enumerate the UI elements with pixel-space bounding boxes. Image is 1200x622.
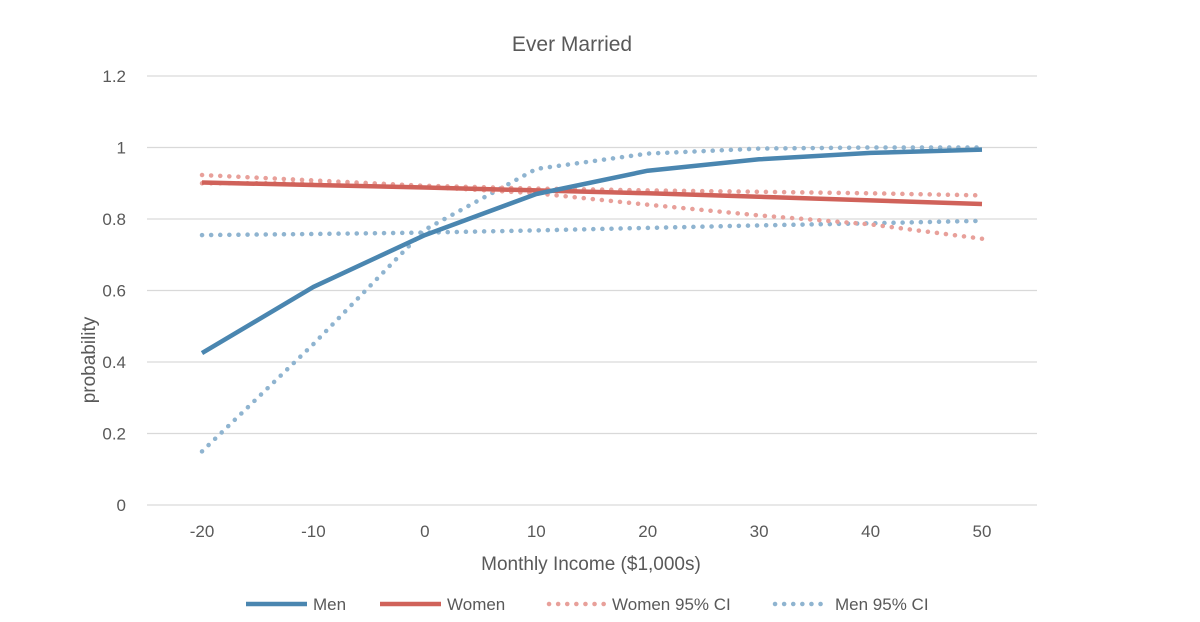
y-tick-label: 0.8 (102, 210, 126, 229)
x-tick-label: -10 (301, 522, 326, 541)
men-95-ci-upper-line (199, 145, 985, 454)
legend-label: Men 95% CI (835, 595, 929, 614)
x-axis-ticks: -20 -10 0 10 20 30 40 50 (190, 522, 992, 541)
y-tick-label: 0.4 (102, 353, 126, 372)
women-95-ci-upper-line (199, 172, 985, 198)
x-tick-label: 30 (750, 522, 769, 541)
gridlines (147, 75, 1037, 506)
legend-label: Women 95% CI (612, 595, 731, 614)
women-95-ci-lower-line (199, 181, 985, 241)
legend-label: Women (447, 595, 505, 614)
y-tick-label: 1.2 (102, 67, 126, 86)
y-tick-label: 0.2 (102, 425, 126, 444)
x-axis-label: Monthly Income ($1,000s) (481, 554, 701, 575)
legend-label: Men (313, 595, 346, 614)
x-tick-label: 20 (638, 522, 657, 541)
x-tick-label: 40 (861, 522, 880, 541)
y-tick-label: 0 (117, 496, 126, 515)
y-tick-label: 0.6 (102, 282, 126, 301)
x-tick-label: 10 (527, 522, 546, 541)
men-95-ci-lower-line (199, 218, 985, 238)
plot-series (199, 145, 985, 454)
chart-title: Ever Married (512, 33, 632, 56)
y-axis-ticks: 0 0.2 0.4 0.6 0.8 1 1.2 (102, 67, 126, 515)
y-tick-label: 1 (117, 139, 126, 158)
x-tick-label: 0 (420, 522, 429, 541)
women-series-line (201, 180, 983, 207)
y-axis-label: probability (79, 316, 100, 403)
men-series-line (200, 147, 983, 356)
legend: Men Women Women 95% CI Men 95% CI (246, 595, 929, 614)
x-tick-label: -20 (190, 522, 215, 541)
x-tick-label: 50 (973, 522, 992, 541)
